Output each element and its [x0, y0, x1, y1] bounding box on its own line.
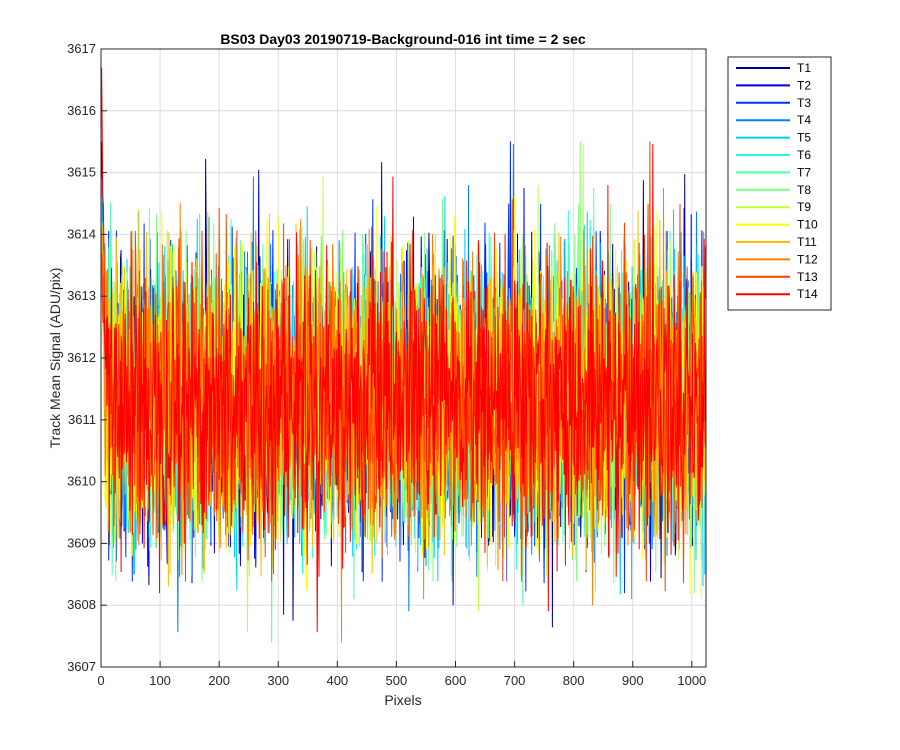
y-tick-label: 3609 [67, 535, 96, 550]
legend-box [727, 56, 832, 311]
legend-entries: T1 T2 T3 T4 T5 T6 T7 T8 T9 T10 T11 T12 T13 T14 [736, 61, 818, 301]
x-tick-label: 800 [563, 673, 585, 688]
legend-label: T10 [797, 218, 818, 232]
legend: T1 T2 T3 T4 T5 T6 T7 T8 T9 T10 T11 T12 T13 T14 [727, 56, 832, 311]
x-tick-label: 700 [504, 673, 526, 688]
y-tick-label: 3614 [67, 226, 96, 241]
x-tick-label: 900 [622, 673, 644, 688]
legend-label: T14 [797, 287, 818, 301]
x-tick-label: 0 [97, 673, 104, 688]
y-tick-label: 3608 [67, 597, 96, 612]
y-tick-label: 3612 [67, 350, 96, 365]
legend-label: T11 [797, 235, 817, 249]
legend-label: T6 [797, 148, 811, 162]
y-tick-label: 3611 [68, 412, 96, 427]
y-tick-label: 3617 [67, 41, 96, 56]
x-tick-label: 300 [267, 673, 289, 688]
y-tick-label: 3610 [67, 474, 96, 489]
y-tick-label: 3616 [67, 103, 96, 118]
y-tick-label: 3613 [67, 288, 96, 303]
x-tick-label: 100 [149, 673, 171, 688]
legend-label: T3 [797, 96, 811, 110]
y-tick-label: 3615 [67, 165, 96, 180]
legend-label: T13 [797, 270, 818, 284]
legend-label: T12 [797, 252, 818, 266]
x-tick-label: 600 [445, 673, 467, 688]
legend-label: T4 [797, 113, 811, 127]
legend-label: T7 [797, 165, 811, 179]
legend-label: T1 [797, 61, 811, 75]
legend-label: T5 [797, 131, 811, 145]
series-line-t14 [101, 67, 707, 633]
x-tick-label: 500 [386, 673, 408, 688]
x-axis-label: Pixels [384, 692, 421, 708]
ticks: 0 100 200 300 400 500 600 700 800 900 1000 3607 3608… [67, 41, 706, 688]
legend-label: T2 [797, 78, 811, 92]
x-tick-label: 200 [208, 673, 230, 688]
x-tick-label: 1000 [677, 673, 706, 688]
x-tick-label: 400 [326, 673, 348, 688]
series-lines [101, 67, 707, 643]
legend-label: T9 [797, 200, 811, 214]
y-tick-label: 3607 [67, 659, 96, 674]
y-axis-label: Track Mean Signal (ADU/pix) [47, 268, 63, 449]
legend-label: T8 [797, 183, 811, 197]
chart-title: BS03 Day03 20190719-Background-016 int t… [220, 31, 586, 47]
